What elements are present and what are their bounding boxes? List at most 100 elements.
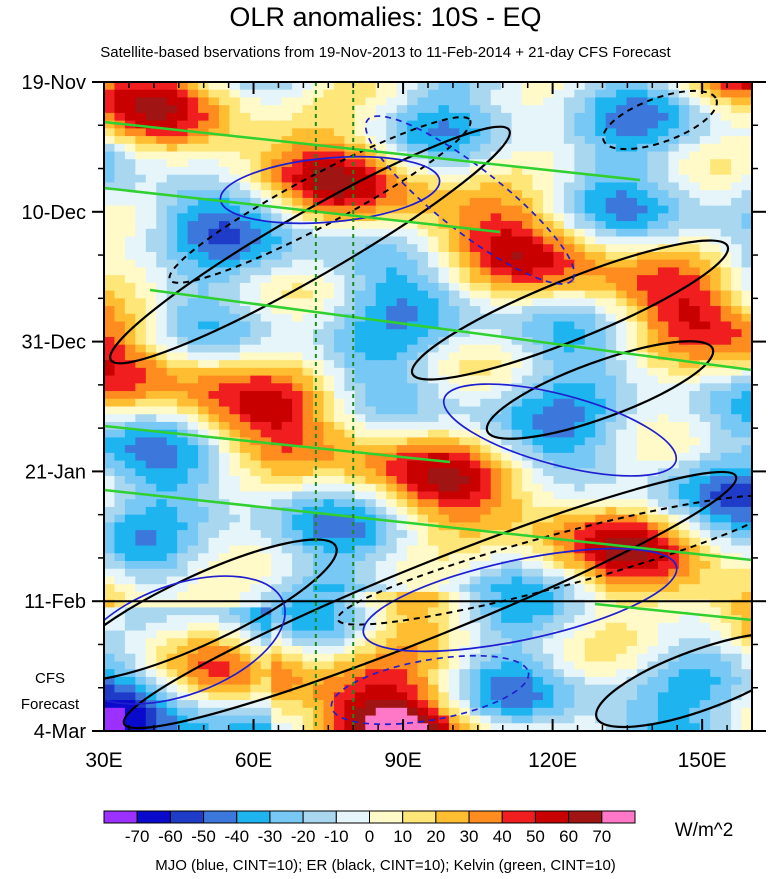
heatmap-cell	[668, 646, 680, 655]
heatmap-cell	[281, 421, 293, 431]
heatmap-cell	[218, 228, 231, 238]
heatmap-cell	[313, 306, 325, 315]
heatmap-cell	[741, 251, 752, 261]
heatmap-cell	[239, 514, 251, 523]
heatmap-cell	[198, 221, 210, 230]
heatmap-cell	[208, 367, 220, 377]
heatmap-cell	[187, 251, 199, 261]
heatmap-cell	[490, 599, 502, 608]
heatmap-cell	[271, 306, 283, 315]
heatmap-cell	[208, 321, 220, 330]
heatmap-cell	[323, 615, 335, 624]
heatmap-cell	[480, 499, 492, 508]
heatmap-cell	[584, 375, 596, 384]
heatmap-cell	[469, 545, 481, 554]
heatmap-cell	[522, 344, 534, 354]
heatmap-cell	[542, 367, 555, 377]
heatmap-cell	[386, 375, 398, 384]
heatmap-cell	[166, 421, 178, 431]
heatmap-cell	[532, 166, 544, 176]
heatmap-cell	[720, 352, 732, 361]
heatmap-cell	[396, 128, 408, 137]
heatmap-cell	[271, 336, 283, 346]
heatmap-cell	[731, 89, 743, 99]
heatmap-cell	[198, 653, 210, 663]
heatmap-cell	[553, 367, 565, 377]
heatmap-cell	[323, 692, 335, 701]
heatmap-cell	[313, 367, 325, 377]
heatmap-cell	[218, 182, 231, 191]
heatmap-cell	[501, 205, 513, 214]
heatmap-cell	[501, 375, 513, 384]
heatmap-cell	[469, 398, 481, 408]
heatmap-cell	[166, 282, 178, 292]
heatmap-cell	[710, 375, 722, 384]
heatmap-cell	[428, 530, 440, 539]
heatmap-cell	[386, 545, 398, 554]
heatmap-cell	[532, 630, 544, 639]
heatmap-cell	[720, 522, 732, 531]
heatmap-cell	[135, 692, 147, 701]
heatmap-cell	[365, 89, 377, 99]
heatmap-cell	[208, 89, 220, 99]
heatmap-cell	[302, 120, 314, 129]
heatmap-cell	[501, 298, 513, 307]
heatmap-cell	[104, 429, 116, 439]
heatmap-cell	[490, 136, 502, 145]
heatmap-cell	[689, 676, 701, 686]
heatmap-cell	[407, 166, 419, 176]
heatmap-cell	[354, 205, 366, 214]
heatmap-cell	[741, 499, 752, 508]
heatmap-cell	[584, 599, 596, 608]
heatmap-cell	[689, 197, 701, 207]
heatmap-cell	[114, 599, 126, 608]
heatmap-cell	[229, 182, 241, 191]
heatmap-cell	[689, 298, 701, 307]
heatmap-cell	[365, 545, 377, 554]
heatmap-cell	[626, 522, 638, 531]
heatmap-cell	[260, 576, 272, 585]
heatmap-cell	[532, 267, 544, 276]
heatmap-cell	[459, 584, 471, 593]
heatmap-cell	[542, 120, 555, 129]
heatmap-cell	[302, 576, 314, 585]
heatmap-cell	[239, 197, 251, 207]
heatmap-cell	[218, 221, 231, 230]
heatmap-cell	[720, 267, 732, 276]
heatmap-cell	[448, 661, 460, 670]
heatmap-cell	[490, 514, 502, 523]
heatmap-cell	[218, 530, 231, 539]
heatmap-cell	[229, 313, 241, 323]
heatmap-cell	[114, 483, 126, 493]
heatmap-cell	[104, 375, 116, 384]
heatmap-cell	[323, 105, 335, 114]
heatmap-cell	[313, 653, 325, 663]
heatmap-cell	[459, 514, 471, 523]
heatmap-cell	[354, 383, 366, 392]
heatmap-cell	[208, 159, 220, 168]
heatmap-cell	[386, 491, 398, 500]
heatmap-cell	[647, 622, 659, 632]
heatmap-cell	[616, 561, 628, 570]
heatmap-cell	[511, 522, 523, 531]
heatmap-cell	[417, 174, 429, 184]
heatmap-cell	[187, 545, 199, 554]
heatmap-cell	[720, 383, 732, 392]
heatmap-cell	[574, 352, 586, 361]
heatmap-cell	[490, 282, 502, 292]
heatmap-cell	[626, 367, 638, 377]
heatmap-cell	[407, 684, 419, 693]
heatmap-cell	[637, 437, 649, 446]
heatmap-cell	[156, 653, 168, 663]
heatmap-cell	[490, 437, 502, 446]
heatmap-cell	[313, 120, 325, 129]
heatmap-cell	[511, 352, 523, 361]
heatmap-cell	[250, 499, 262, 508]
heatmap-cell	[741, 476, 752, 485]
heatmap-cell	[699, 197, 711, 207]
heatmap-cell	[689, 205, 701, 214]
heatmap-cell	[156, 568, 168, 578]
heatmap-cell	[480, 545, 492, 554]
heatmap-cell	[177, 352, 189, 361]
heatmap-cell	[741, 375, 752, 384]
